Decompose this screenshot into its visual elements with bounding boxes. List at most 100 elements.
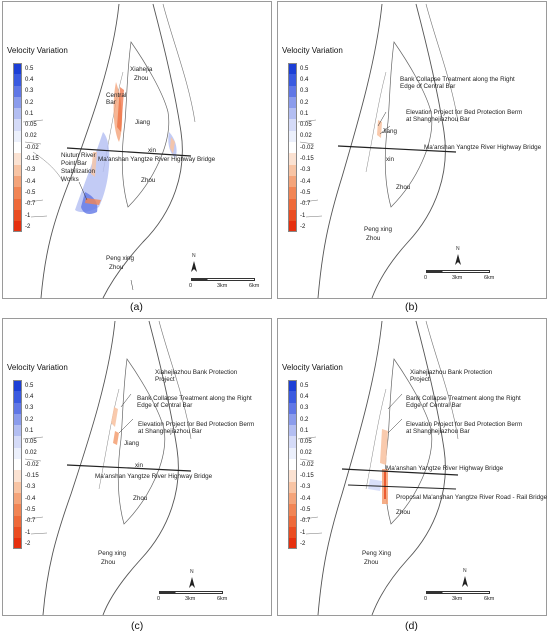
- scale-bar: 0 3km 6km: [424, 591, 494, 611]
- legend-row: -0.5: [13, 504, 73, 516]
- legend-value: -1: [25, 529, 31, 536]
- legend-swatch: [288, 221, 297, 233]
- label-xin: xin: [386, 156, 395, 163]
- legend-swatch: [13, 447, 22, 460]
- legend-value: -0.02: [25, 144, 39, 151]
- north-label: N: [190, 569, 194, 575]
- legend-value: -0.5: [25, 506, 36, 513]
- legend-row: 0.2: [13, 96, 73, 109]
- legend-value: 0.2: [300, 416, 309, 423]
- label-xin: xin: [135, 462, 144, 469]
- legend-row: -0.4: [288, 175, 348, 188]
- legend-row: 0.4: [13, 391, 73, 403]
- legend-row: -0.3: [13, 481, 73, 493]
- velocity-field: [368, 429, 388, 504]
- legend-value: -0.3: [25, 484, 36, 491]
- legend-swatch: [13, 481, 22, 493]
- legend-value: 0.1: [25, 110, 34, 117]
- legend-swatch: [13, 130, 22, 143]
- legend-value: 0.02: [300, 133, 312, 140]
- legend-row: -0.4: [288, 492, 348, 505]
- scale-start: 0: [189, 283, 193, 289]
- legend-row: -0.15: [13, 153, 73, 165]
- legend-value: 0.3: [25, 88, 34, 95]
- legend-row: 0.5: [288, 63, 348, 75]
- legend-value: -0.02: [25, 461, 39, 468]
- label-zhou-south: Zhou: [366, 235, 381, 242]
- legend-value: -0.4: [300, 178, 311, 185]
- legend-value: 0.5: [25, 65, 34, 72]
- label-jiang: Jiang: [124, 440, 140, 447]
- legend-swatch: [13, 63, 22, 75]
- river-map: [297, 320, 459, 616]
- label-zhou-mid: Zhou: [396, 509, 411, 516]
- legend-value: -0.15: [300, 156, 314, 163]
- legend-swatch: [13, 425, 22, 437]
- rail-bridge-line: [347, 484, 457, 490]
- label-highway-bridge: Ma'anshan Yangtze River Highway Bridge: [424, 144, 542, 151]
- legend-swatch: [288, 164, 297, 176]
- legend-swatch: [288, 504, 297, 516]
- legend-swatch: [13, 119, 22, 131]
- scale-mid: 3km: [452, 275, 463, 281]
- legend-swatch: [13, 221, 22, 233]
- legend-swatch: [288, 108, 297, 120]
- legend-swatch: [288, 85, 297, 97]
- legend-row: 0.3: [13, 402, 73, 414]
- legend-swatch: [13, 538, 22, 550]
- legend-value: 0.1: [300, 110, 309, 117]
- legend-row: 0.05: [13, 119, 73, 131]
- legend-row: 0.2: [13, 413, 73, 426]
- legend-row: 0.3: [288, 402, 348, 414]
- legend-swatch: [288, 425, 297, 437]
- legend-value: 0.2: [300, 99, 309, 106]
- scale-mid: 3km: [185, 596, 196, 602]
- legend-value: 0.4: [25, 76, 34, 83]
- velocity-field: [111, 407, 119, 445]
- label-jiang: Jiang: [135, 119, 151, 126]
- north-arrow-icon: [189, 577, 195, 588]
- legend-row: 0.3: [288, 85, 348, 97]
- north-arrow-icon: [455, 254, 461, 265]
- scale-bar: 0 3km 6km: [157, 591, 227, 611]
- legend-swatch: [13, 436, 22, 448]
- label-pengxing: Peng xing: [98, 550, 127, 557]
- scale-bar: 0 3km 6km: [189, 278, 259, 298]
- legend-row: 0.02: [13, 130, 73, 143]
- legend-value: -0.4: [25, 178, 36, 185]
- label-highway-bridge: Ma'anshan Yangtze River Highway Bridge: [98, 156, 216, 163]
- legend-swatch: [288, 63, 297, 75]
- legend-row: 0.1: [288, 108, 348, 120]
- legend-value: -0.3: [300, 484, 311, 491]
- label-highway-bridge: Ma'anshan Yangtze River Highway Bridge: [95, 473, 213, 480]
- legend-swatch: [13, 492, 22, 505]
- north-arrow-icon: [462, 576, 468, 587]
- legend-row: -0.3: [288, 164, 348, 176]
- label-pengxing: Peng Xing: [362, 550, 392, 557]
- legend-swatch: [13, 391, 22, 403]
- bridge-line: [337, 145, 457, 153]
- legend-swatch: [288, 402, 297, 414]
- legend-swatch: [13, 504, 22, 516]
- legend-row: 0.1: [288, 425, 348, 437]
- legend-row: -0.15: [288, 153, 348, 165]
- legend-swatch: [288, 526, 297, 539]
- scale-end: 6km: [249, 283, 260, 289]
- bridge-line: [66, 464, 192, 472]
- label-xiahejia: Xiahejia: [130, 66, 153, 73]
- legend-value: -0.02: [300, 144, 314, 151]
- legend-swatch: [13, 74, 22, 86]
- label-pengxing: Peng xing: [106, 255, 135, 262]
- label-central-bar: Central Bar: [106, 92, 127, 107]
- legend-value: 0.1: [300, 427, 309, 434]
- legend-swatch: [13, 413, 22, 426]
- legend-value: -0.3: [300, 167, 311, 174]
- legend-title: Velocity Variation: [282, 46, 343, 55]
- legend-row: -2: [13, 221, 73, 233]
- north-label: N: [456, 246, 460, 252]
- legend-swatch: [288, 447, 297, 460]
- north-label: N: [192, 253, 196, 259]
- legend-value: -0.4: [300, 495, 311, 502]
- legend-value: 0.3: [25, 405, 34, 412]
- panel-d: Velocity Variation 0.5 0.4 0.3 0.2 0.1 0…: [277, 318, 547, 616]
